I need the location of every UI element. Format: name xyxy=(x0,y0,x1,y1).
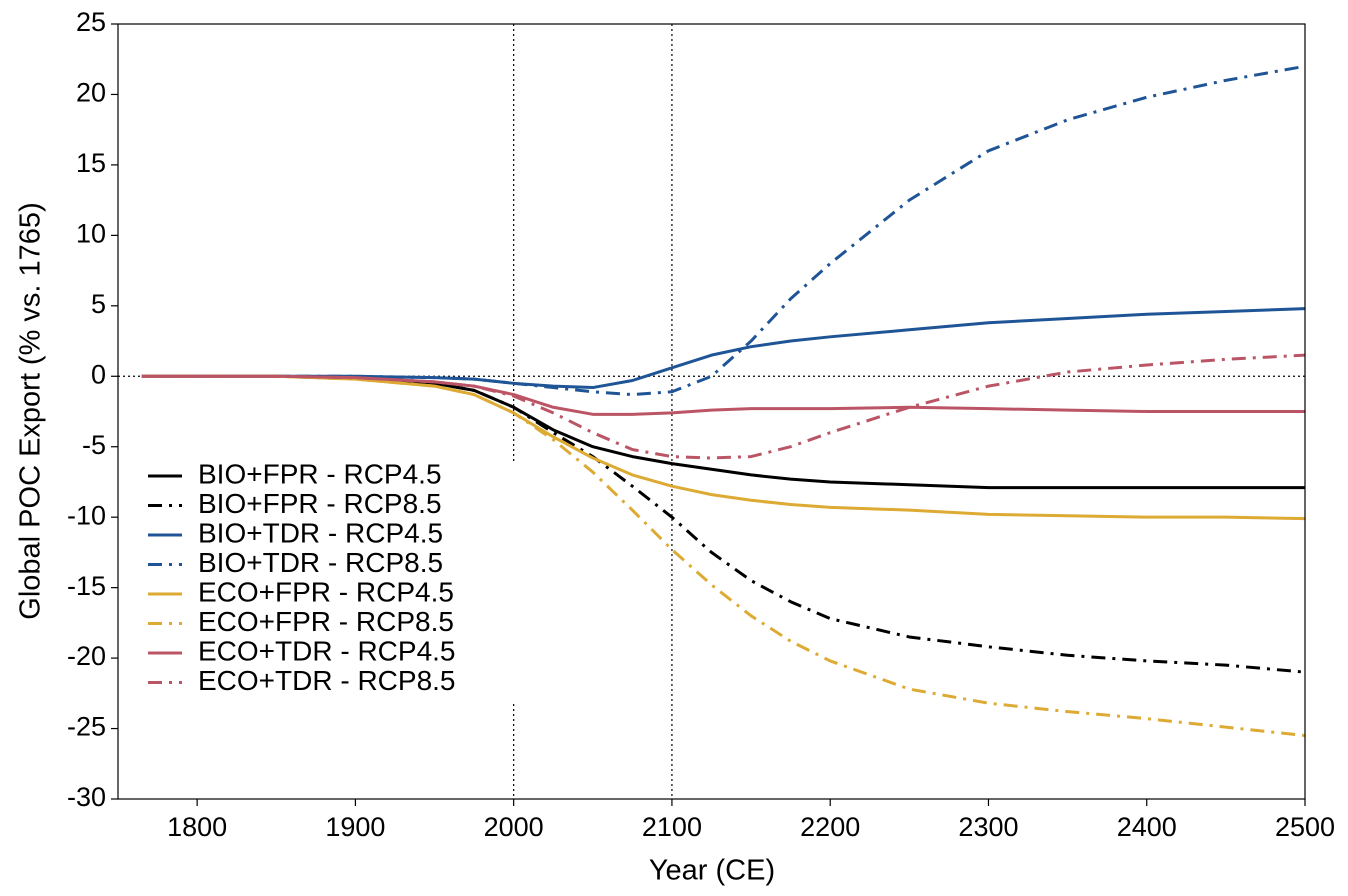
legend-label: ECO+TDR - RCP4.5 xyxy=(198,635,456,666)
y-tick-label: -15 xyxy=(67,571,106,601)
series-line xyxy=(141,374,1306,738)
y-tick-label: -5 xyxy=(82,430,106,460)
y-tick-label: -25 xyxy=(67,712,106,742)
y-tick-label: 5 xyxy=(91,289,106,319)
plot-frame xyxy=(117,23,1306,800)
legend-label: BIO+TDR - RCP4.5 xyxy=(198,517,443,548)
y-tick-label: 10 xyxy=(76,218,106,248)
x-tick-label: 2000 xyxy=(484,812,544,842)
y-tick-label: 15 xyxy=(76,148,106,178)
y-tick-label: 25 xyxy=(76,7,106,37)
legend-label: BIO+FPR - RCP4.5 xyxy=(198,458,442,489)
x-tick-label: 2500 xyxy=(1275,812,1335,842)
legend-label: BIO+FPR - RCP8.5 xyxy=(198,488,442,519)
x-tick-label: 2400 xyxy=(1117,812,1177,842)
series-line xyxy=(141,353,1306,460)
x-tick-label: 1800 xyxy=(167,812,227,842)
x-tick-label: 2300 xyxy=(958,812,1018,842)
x-tick-label: 2100 xyxy=(642,812,702,842)
y-tick-label: 0 xyxy=(91,359,106,389)
series-line xyxy=(141,374,1305,416)
series-line xyxy=(141,64,1306,397)
y-tick-label: -30 xyxy=(67,782,106,812)
legend-box xyxy=(140,461,535,701)
legend-label: ECO+TDR - RCP8.5 xyxy=(198,665,456,696)
y-tick-label: -10 xyxy=(67,500,106,530)
x-tick-label: 1900 xyxy=(325,812,385,842)
x-tick-label: 2200 xyxy=(800,812,860,842)
legend-label: ECO+FPR - RCP8.5 xyxy=(198,606,454,637)
y-tick-label: -20 xyxy=(67,641,106,671)
legend-label: BIO+TDR - RCP8.5 xyxy=(198,547,443,578)
y-tick-label: 20 xyxy=(76,78,106,108)
y-axis-title: Global POC Export (% vs. 1765) xyxy=(15,202,47,619)
x-axis-title: Year (CE) xyxy=(649,855,775,887)
legend-label: ECO+FPR - RCP4.5 xyxy=(198,576,454,607)
